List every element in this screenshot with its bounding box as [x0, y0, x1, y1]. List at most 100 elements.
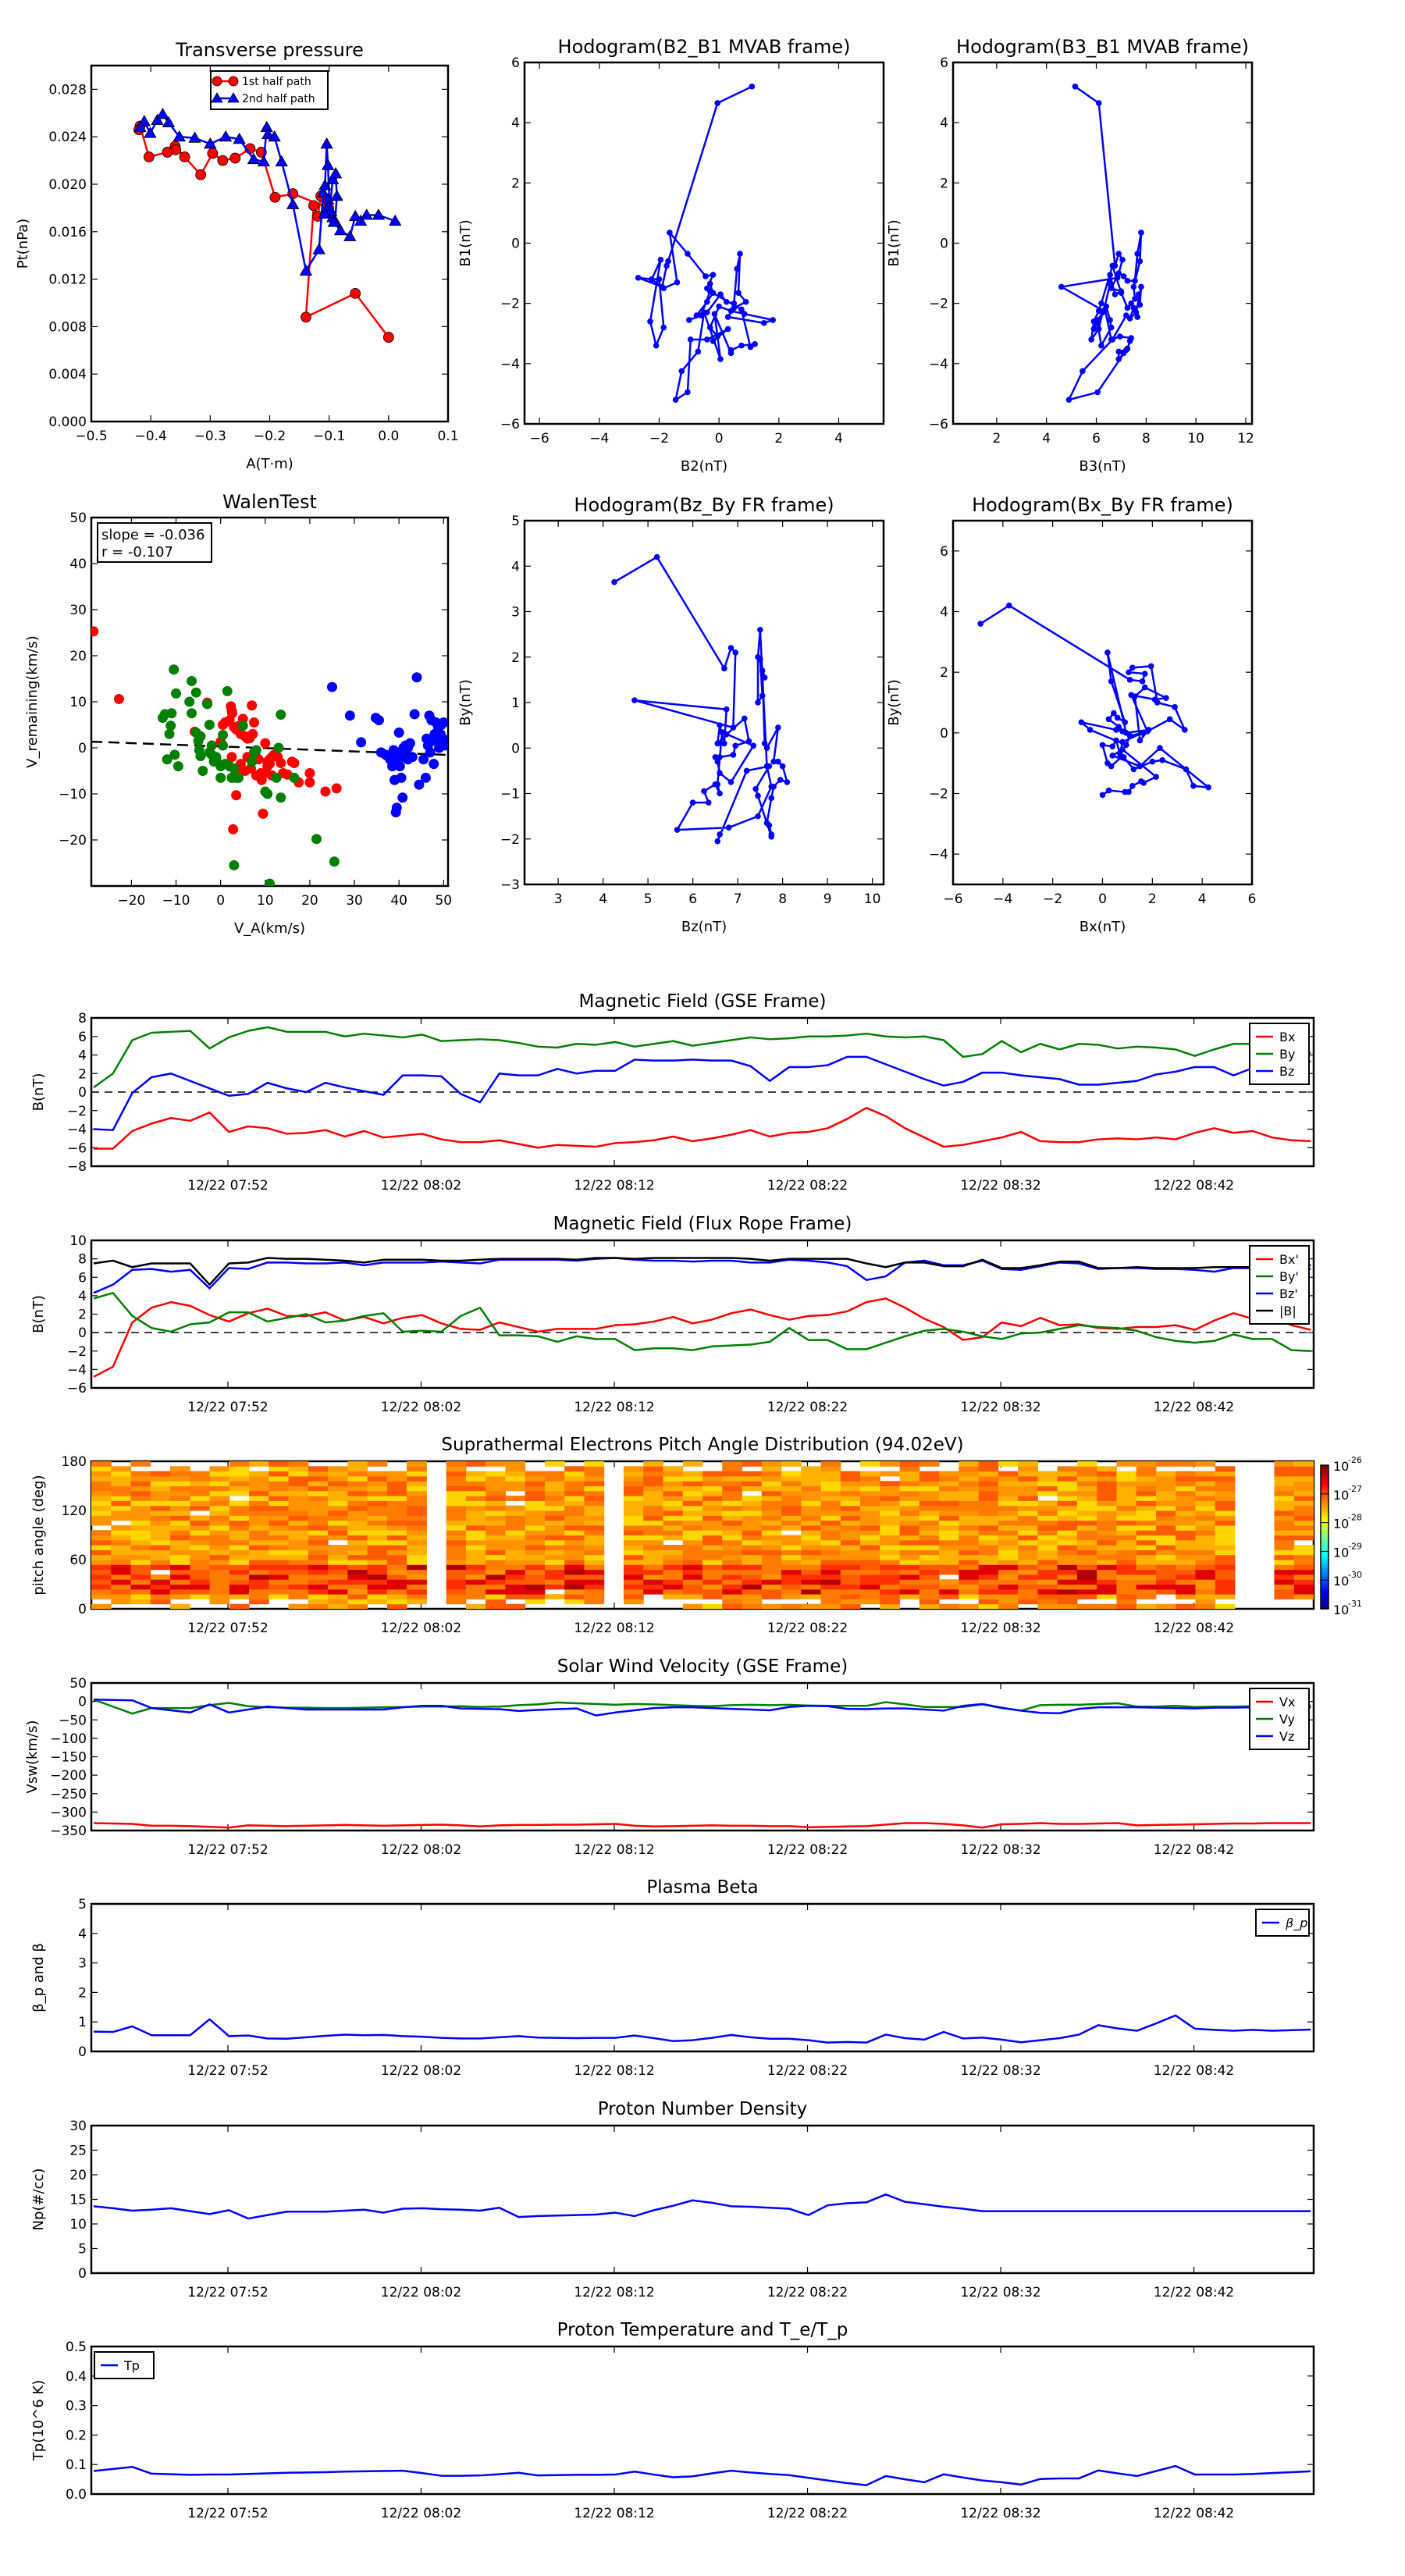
y-tick-label: −300: [50, 1805, 87, 1820]
heatmap-cell: [959, 1594, 980, 1599]
heatmap-cell: [170, 1594, 190, 1599]
heatmap-cell: [840, 1594, 861, 1599]
heatmap-cell: [722, 1603, 743, 1609]
heatmap-cell: [998, 1550, 1019, 1556]
heatmap-cell: [663, 1525, 684, 1531]
heatmap-cell: [959, 1500, 980, 1507]
scatter-point-green: [215, 772, 226, 783]
heatmap-cell: [465, 1584, 486, 1590]
heatmap-cell: [1293, 1545, 1314, 1550]
heatmap-cell: [1176, 1471, 1196, 1477]
heatmap-cell: [899, 1466, 920, 1472]
heatmap-cell: [702, 1530, 723, 1535]
heatmap-cell: [1057, 1475, 1078, 1482]
heatmap-cell: [150, 1510, 171, 1516]
y-tick-label: −2: [929, 787, 948, 802]
heatmap-cell: [643, 1545, 663, 1550]
marker-dot: [742, 298, 749, 305]
heatmap-cell: [1293, 1490, 1314, 1496]
colorbar-tick-base: 10: [1333, 1517, 1349, 1532]
heatmap-cell: [505, 1603, 526, 1609]
y-tick-label: 0: [78, 741, 87, 756]
heatmap-cell: [959, 1471, 980, 1477]
heatmap-cell: [209, 1490, 230, 1496]
marker-dot: [1109, 262, 1116, 269]
heatmap-cell: [505, 1560, 526, 1565]
heatmap-cell: [1136, 1515, 1157, 1521]
heatmap-cell: [209, 1475, 230, 1482]
heatmap-cell: [367, 1500, 388, 1507]
heatmap-cell: [1097, 1515, 1117, 1521]
heatmap-cell: [801, 1574, 822, 1580]
heatmap-cell: [623, 1515, 644, 1521]
heatmap-cell: [978, 1496, 999, 1501]
heatmap-cell: [801, 1466, 822, 1472]
marker-dot: [710, 338, 717, 344]
marker-triangle: [318, 207, 331, 219]
marker-circle: [195, 169, 207, 180]
x-tick-label: 12/22 08:32: [960, 2285, 1040, 2300]
heatmap-cell: [1176, 1525, 1196, 1531]
heatmap-cell: [880, 1490, 901, 1496]
heatmap-cell: [465, 1530, 486, 1535]
heatmap-cell: [249, 1505, 269, 1511]
marker-dot: [1129, 782, 1136, 789]
series-line-0: [614, 556, 788, 842]
marker-dot: [660, 324, 667, 331]
heatmap-cell: [919, 1584, 940, 1590]
heatmap-cell: [544, 1461, 565, 1467]
heatmap-cell: [1097, 1560, 1117, 1565]
heatmap-cell: [1136, 1475, 1157, 1482]
scatter-point-green: [190, 687, 201, 698]
heatmap-cell: [269, 1490, 290, 1496]
heatmap-cell: [190, 1579, 211, 1585]
heatmap-cell: [801, 1579, 822, 1585]
y-tick-label: 6: [78, 1030, 87, 1045]
heatmap-cell: [1116, 1560, 1137, 1565]
marker-dot: [738, 306, 745, 313]
x-tick-label: 0.0: [378, 429, 399, 444]
y-tick-label: 3: [511, 605, 520, 621]
heatmap-cell: [249, 1530, 269, 1535]
heatmap-cell: [1176, 1535, 1196, 1541]
marker-triangle: [372, 208, 386, 220]
heatmap-cell: [643, 1574, 663, 1580]
heatmap-cell: [761, 1520, 782, 1526]
plot-frame: [90, 2124, 1315, 2275]
heatmap-cell: [998, 1535, 1019, 1541]
heatmap-cell: [1195, 1485, 1216, 1492]
heatmap-cell: [91, 1545, 112, 1550]
marker-dot: [653, 342, 660, 349]
heatmap-cell: [1018, 1530, 1038, 1535]
heatmap-cell: [386, 1530, 407, 1535]
heatmap-cell: [229, 1539, 250, 1546]
y-tick-label: 0.000: [48, 415, 87, 430]
y-tick-label: 0.2: [66, 2428, 87, 2443]
chart-title: Hodogram(Bz_By FR frame): [574, 494, 834, 516]
marker-dot: [977, 621, 984, 627]
x-axis-label: B2(nT): [681, 458, 727, 475]
heatmap-cell: [1215, 1466, 1236, 1472]
heatmap-cell: [761, 1461, 782, 1467]
heatmap-cell: [1195, 1490, 1216, 1496]
heatmap-cell: [1076, 1554, 1097, 1560]
marker-dot: [1107, 280, 1113, 287]
heatmap-cell: [249, 1564, 269, 1571]
heatmap-cell: [1116, 1545, 1137, 1550]
heatmap-cell: [682, 1525, 703, 1531]
marker-dot: [752, 785, 759, 792]
marker-dot: [1138, 283, 1144, 290]
heatmap-cell: [347, 1569, 368, 1575]
marker-dot: [665, 258, 671, 265]
heatmap-cell: [564, 1490, 585, 1496]
heatmap-cell: [998, 1481, 1019, 1486]
heatmap-cell: [209, 1564, 230, 1571]
heatmap-cell: [761, 1481, 782, 1486]
heatmap-cell: [584, 1475, 605, 1482]
heatmap-cell: [130, 1490, 151, 1496]
heatmap-cell: [288, 1579, 309, 1585]
x-tick-label: −0.2: [254, 429, 286, 444]
x-tick-label: 12/22 07:52: [187, 2285, 268, 2300]
heatmap-cell: [584, 1510, 605, 1516]
heatmap-cell: [682, 1589, 703, 1595]
